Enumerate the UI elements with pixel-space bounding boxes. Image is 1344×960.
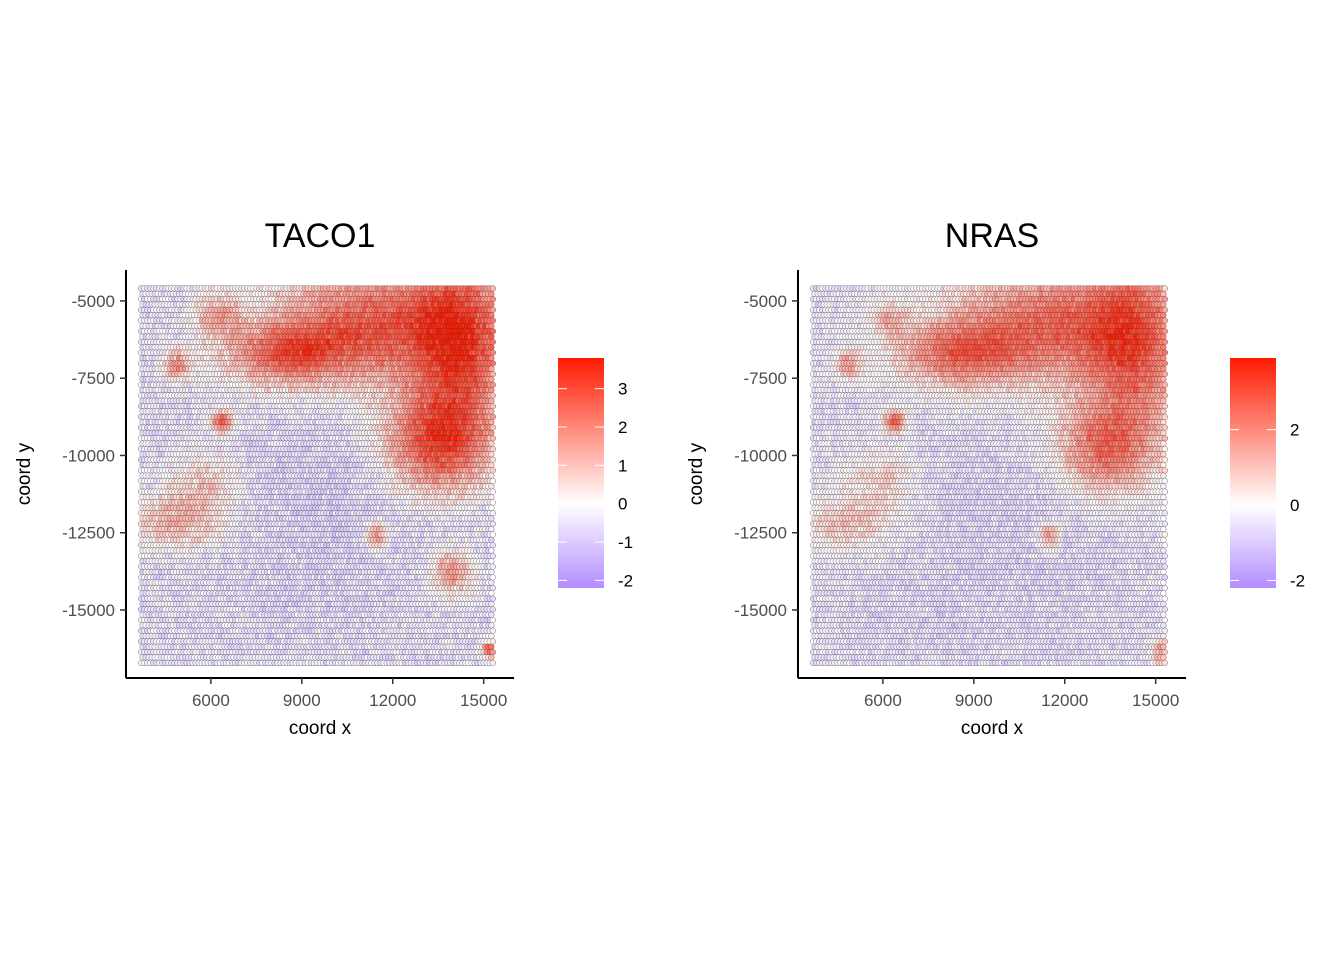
spot — [489, 467, 496, 474]
spot — [488, 461, 495, 469]
spot — [489, 456, 496, 463]
spot — [488, 312, 495, 319]
spot — [489, 296, 496, 303]
spot — [488, 344, 495, 351]
chart-title: TACO1 — [265, 217, 376, 255]
spot — [489, 328, 496, 335]
spot — [489, 424, 496, 431]
spot — [488, 419, 495, 426]
spot — [488, 472, 495, 479]
spot — [489, 413, 496, 420]
spot — [488, 397, 495, 404]
spot — [488, 376, 495, 383]
spot — [488, 290, 495, 297]
spot — [488, 322, 495, 330]
spot — [489, 371, 496, 378]
spot — [488, 483, 495, 490]
spot — [489, 360, 496, 367]
spot — [489, 477, 496, 485]
spot — [489, 317, 496, 324]
spot — [488, 408, 495, 415]
spot — [489, 499, 496, 506]
spot — [489, 403, 496, 410]
spot — [489, 488, 496, 495]
spot — [488, 333, 495, 340]
spot — [488, 494, 495, 501]
spot — [488, 355, 495, 362]
spot — [488, 451, 495, 458]
spot — [489, 381, 496, 388]
spot — [489, 349, 496, 356]
spot — [488, 504, 495, 511]
spot — [489, 445, 496, 453]
spot — [488, 429, 495, 436]
spot — [489, 338, 496, 346]
taco1-chart-svg: TACO1 6000 9000 12000 15000 -5000-7500-1000… — [14, 217, 633, 739]
spot — [489, 306, 496, 313]
spot — [489, 435, 496, 442]
spot — [489, 392, 496, 399]
taco1-plot-panel: TACO1 6000 9000 12000 15000 -5000 -7500 -1000… — [14, 217, 633, 739]
spot — [488, 440, 495, 447]
spot — [488, 365, 495, 372]
spot — [488, 301, 495, 308]
spot — [489, 285, 496, 292]
spot-layer — [138, 285, 496, 666]
spot — [488, 387, 495, 394]
